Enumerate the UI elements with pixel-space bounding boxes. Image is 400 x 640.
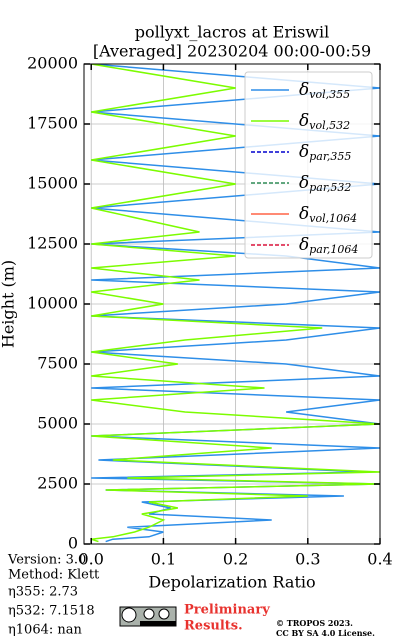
y-tick-label: 20000 — [27, 54, 78, 73]
badge-line: Results. — [184, 619, 243, 634]
y-axis-label: Height (m) — [0, 260, 18, 348]
x-tick-label: 0.0 — [78, 550, 103, 569]
legend-label: δvol,1064 — [299, 204, 357, 226]
y-tick-label: 5000 — [37, 414, 78, 433]
profile-line — [90, 64, 380, 543]
cc-logo — [119, 606, 177, 627]
note: η1064: nan — [8, 623, 83, 638]
legend-label: δpar,532 — [299, 173, 351, 195]
y-tick-label: 7500 — [37, 354, 78, 373]
note: Method: Klett — [8, 568, 100, 583]
x-axis-label: Depolarization Ratio — [148, 573, 315, 592]
legend-label: δvol,532 — [299, 111, 350, 133]
y-tick-label: 15000 — [27, 174, 78, 193]
ticks: 0 2500 5000 7500 10000 12500 15000 17500 20000 0.… — [27, 54, 393, 569]
x-tick-label: 0.2 — [223, 550, 248, 569]
legend-label: δpar,355 — [299, 142, 351, 164]
y-tick-label: 10000 — [27, 294, 78, 313]
cc-strip — [140, 621, 176, 626]
legend-box — [244, 71, 373, 259]
chart-title: pollyxt_lacros at Eriswil — [135, 23, 329, 42]
badge-line: Preliminary — [184, 603, 270, 618]
legend-label: δvol,355 — [299, 80, 350, 102]
sa-circle — [158, 608, 170, 620]
cc-circle — [121, 607, 137, 623]
y-tick-label: 12500 — [27, 234, 78, 253]
y-tick-label: 17500 — [27, 114, 78, 133]
legend: δvol,355 δvol,532 δpar,355 δpar,532 δvol,106… — [244, 71, 373, 259]
y-tick-label: 0 — [68, 534, 78, 553]
x-tick-label: 0.1 — [151, 550, 176, 569]
copyright: CC BY SA 4.0 License. — [276, 628, 375, 638]
y-tick-label: 2500 — [37, 474, 78, 493]
legend-label: δpar,1064 — [299, 235, 358, 257]
copyright: © TROPOS 2023. — [276, 618, 353, 628]
x-tick-label: 0.3 — [295, 550, 320, 569]
x-tick-label: 0.4 — [367, 550, 392, 569]
note: η355: 2.73 — [8, 585, 78, 600]
by-circle — [143, 608, 155, 620]
chart-subtitle: [Averaged] 20230204 00:00-00:59 — [93, 42, 371, 61]
note: Version: 3.0 — [7, 553, 86, 568]
note: η532: 7.1518 — [8, 604, 95, 619]
